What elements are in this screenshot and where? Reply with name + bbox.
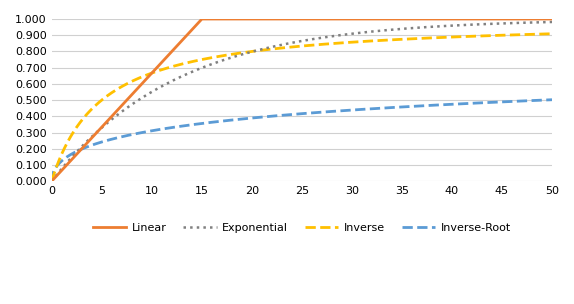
Legend: Linear, Exponential, Inverse, Inverse-Root: Linear, Exponential, Inverse, Inverse-Ro… [88,219,515,237]
